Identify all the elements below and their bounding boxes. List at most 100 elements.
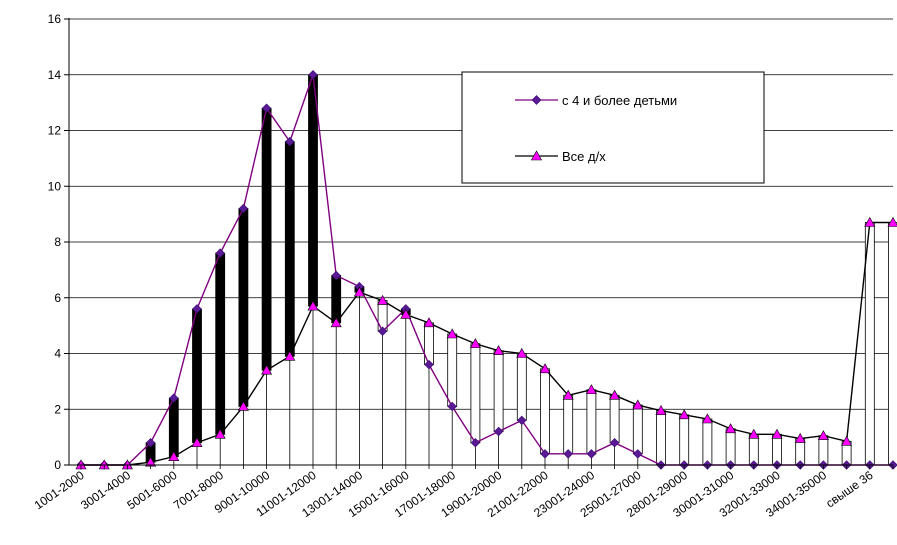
point-diamond (285, 136, 295, 147)
legend-box (461, 71, 765, 184)
down-bar (238, 208, 249, 407)
up-bar (656, 410, 666, 466)
point-diamond (377, 326, 388, 336)
up-bar (447, 333, 458, 407)
up-bar (516, 353, 527, 421)
legend-label-series-1: с 4 и более детьми (562, 93, 677, 108)
down-bar (308, 74, 318, 307)
point-triangle (214, 428, 226, 439)
point-triangle (516, 347, 528, 358)
point-triangle (168, 451, 180, 461)
y-tick-label: 14 (48, 68, 62, 82)
point-diamond (493, 426, 504, 437)
legend-entry-series-2: Все д/х (515, 149, 606, 164)
point-triangle (330, 317, 342, 328)
point-diamond (261, 103, 272, 113)
point-triangle (655, 405, 667, 415)
legend-entry-series-1: с 4 и более детьми (515, 93, 677, 108)
up-bar (864, 222, 875, 466)
point-triangle (261, 364, 273, 375)
point-diamond (145, 437, 156, 448)
x-tick-label: 1001-2000 (32, 468, 87, 513)
point-diamond (563, 449, 573, 459)
up-bar (632, 404, 643, 455)
up-bar (679, 414, 690, 466)
point-triangle (307, 300, 319, 311)
point-triangle (632, 399, 644, 410)
point-triangle (771, 428, 783, 439)
legend-triangle-marker (530, 150, 543, 161)
point-triangle (237, 400, 249, 411)
point-triangle (469, 338, 481, 349)
y-tick-label: 0 (54, 458, 61, 472)
point-diamond (424, 359, 434, 370)
up-bar (493, 350, 504, 432)
point-diamond (331, 270, 341, 281)
y-tick-label: 8 (54, 235, 61, 249)
up-bar (609, 394, 620, 444)
up-bar (470, 343, 481, 444)
x-tick-label: свыше 36 (823, 468, 876, 511)
point-triangle (539, 363, 551, 374)
down-bar (215, 252, 226, 435)
point-triangle (446, 328, 458, 339)
point-diamond (540, 449, 550, 459)
down-bar (261, 107, 272, 371)
legend: с 4 и более детьми Все д/х (461, 71, 765, 184)
down-bar (192, 308, 202, 444)
point-triangle (887, 216, 897, 227)
point-diamond (609, 437, 620, 448)
point-triangle (585, 384, 597, 395)
point-triangle (748, 428, 760, 439)
y-tick-label: 2 (54, 402, 61, 416)
legend-label-series-2: Все д/х (562, 149, 606, 164)
down-bar (168, 397, 179, 458)
legend-diamond-marker (531, 95, 542, 105)
point-diamond (586, 449, 597, 459)
x-tick-label: 5001-6000 (124, 468, 179, 513)
point-triangle (725, 423, 737, 434)
point-diamond (192, 304, 202, 314)
up-bar (563, 394, 574, 455)
point-triangle (191, 437, 203, 448)
point-triangle (609, 389, 621, 400)
y-tick-labels: 0 2 4 6 8 10 12 14 16 (48, 12, 62, 472)
point-diamond (215, 248, 225, 258)
axes (64, 18, 894, 469)
up-bar (540, 368, 550, 455)
down-bar (284, 141, 295, 357)
point-triangle (377, 294, 389, 305)
point-triangle (353, 286, 365, 297)
point-triangle (284, 350, 296, 361)
point-triangle (817, 430, 829, 441)
series-line-all-households (81, 221, 893, 466)
y-tick-label: 16 (48, 12, 62, 26)
down-bar (331, 275, 342, 324)
point-diamond (169, 393, 179, 403)
point-triangle (864, 216, 876, 227)
up-down-bars (145, 74, 897, 466)
point-triangle (841, 435, 853, 446)
up-bar (888, 222, 897, 466)
y-tick-label: 4 (54, 347, 61, 361)
point-diamond (633, 449, 643, 459)
x-tick-labels: 1001-20003001-40005001-60007001-80009001… (32, 468, 876, 520)
point-diamond (470, 437, 481, 448)
point-diamond (238, 203, 249, 214)
point-triangle (400, 308, 412, 319)
point-triangle (794, 432, 806, 443)
point-diamond (447, 401, 457, 412)
up-bar (725, 428, 736, 466)
y-tick-label: 10 (48, 179, 62, 193)
point-triangle (493, 345, 505, 356)
point-triangle (562, 389, 574, 400)
point-triangle (423, 317, 435, 328)
y-tick-label: 12 (48, 124, 62, 138)
up-bar (702, 418, 713, 466)
point-triangle (678, 409, 690, 420)
point-triangle (701, 413, 713, 424)
up-bar (586, 389, 597, 455)
x-tick-label: 3001-4000 (78, 468, 133, 513)
y-tick-label: 6 (54, 291, 61, 305)
